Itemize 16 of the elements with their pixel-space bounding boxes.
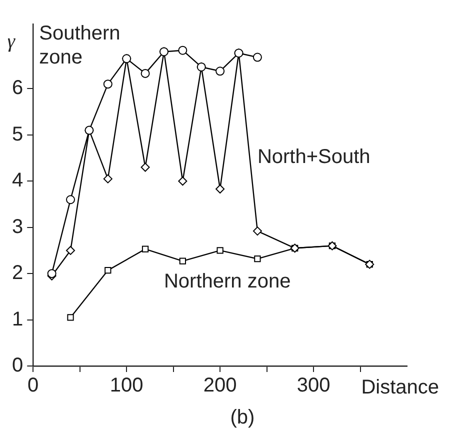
y-tick-label: 1 <box>12 308 24 330</box>
y-tick-label: 4 <box>12 170 24 192</box>
series-label: Northern zone <box>164 270 291 293</box>
y-tick-label: 5 <box>12 123 24 146</box>
text: (b) <box>230 406 255 429</box>
x-tick-label: 300 <box>296 374 330 397</box>
x-tick-label: 100 <box>110 374 144 397</box>
series-label: North+South <box>257 146 370 168</box>
y-tick-label: 3 <box>12 216 24 238</box>
y-tick-label: 6 <box>12 77 24 100</box>
x-tick-label: 200 <box>203 374 237 397</box>
y-tick-label: 0 <box>12 354 24 377</box>
y-tick-label: 2 <box>12 262 24 284</box>
x-tick-label: 0 <box>28 374 39 397</box>
x-axis-title: Distance <box>361 376 439 399</box>
series-label: Southern zone <box>39 22 120 69</box>
